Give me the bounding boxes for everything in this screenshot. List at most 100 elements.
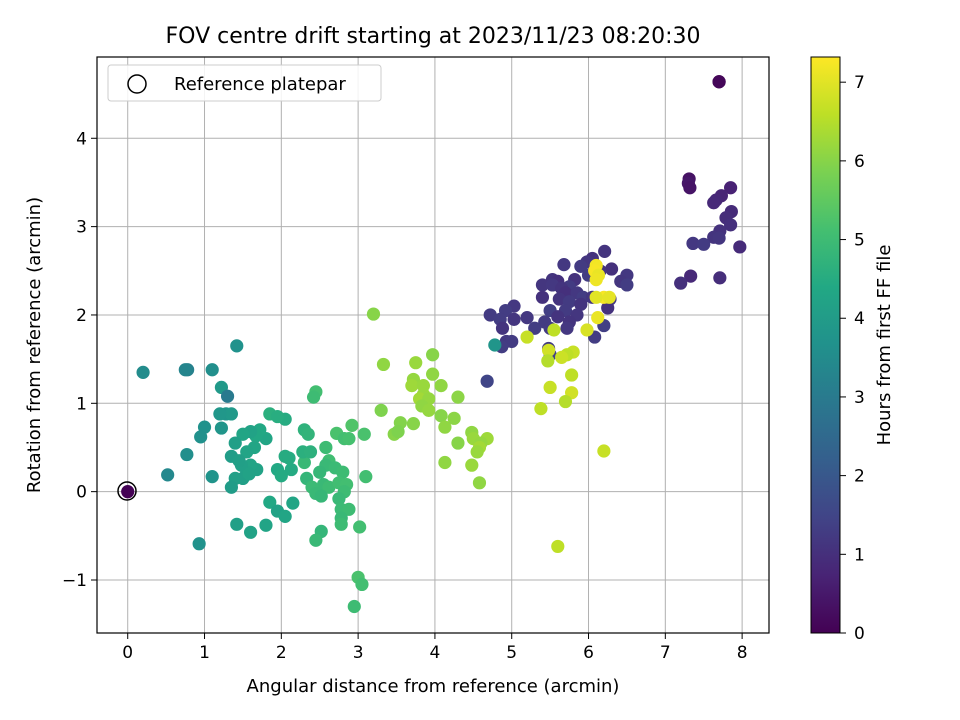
data-point <box>465 458 479 472</box>
data-point <box>342 432 356 446</box>
data-point <box>136 365 150 379</box>
data-point <box>391 424 405 439</box>
data-point <box>683 181 697 195</box>
data-point <box>574 297 588 311</box>
data-point <box>359 470 373 484</box>
data-point <box>434 409 448 423</box>
colorbar-tick-label: 2 <box>854 467 865 487</box>
data-point <box>224 480 238 494</box>
colorbar-tick-label: 4 <box>854 309 865 329</box>
y-tick-label: 3 <box>76 218 87 238</box>
x-tick-label: 3 <box>353 643 364 663</box>
colorbar-tick-label: 6 <box>854 152 865 172</box>
legend: Reference platepar <box>107 64 382 102</box>
legend-box <box>107 64 382 102</box>
data-point <box>230 517 244 531</box>
data-point <box>345 418 359 432</box>
colorbar: 0 1 2 3 4 5 6 7 Hours from first FF file <box>810 56 895 644</box>
chart-title: FOV centre drift starting at 2023/11/23 … <box>166 24 701 49</box>
data-point <box>507 312 521 326</box>
data-point <box>574 259 588 273</box>
data-point <box>604 262 619 276</box>
data-point <box>535 290 550 304</box>
x-axis-ticks: 0 1 2 3 4 5 6 7 8 <box>122 633 748 663</box>
data-point <box>270 409 285 424</box>
data-point <box>353 520 367 534</box>
data-point <box>194 430 208 444</box>
data-point <box>220 389 235 403</box>
data-point <box>547 323 561 337</box>
data-point <box>597 444 611 458</box>
data-point <box>230 339 244 353</box>
data-point <box>480 374 494 388</box>
data-point <box>374 403 388 417</box>
data-point <box>376 357 391 372</box>
data-point <box>263 495 277 509</box>
data-point <box>488 338 502 352</box>
data-point <box>684 269 698 283</box>
data-point <box>483 308 497 322</box>
data-point <box>406 417 421 431</box>
data-point <box>565 368 579 382</box>
data-point <box>334 517 348 531</box>
data-point <box>240 445 254 459</box>
x-tick-label: 4 <box>430 643 441 663</box>
data-point <box>713 271 727 285</box>
data-point <box>244 525 258 539</box>
data-point <box>438 455 452 470</box>
data-point <box>724 218 738 232</box>
data-point <box>192 537 206 551</box>
x-tick-label: 7 <box>660 643 671 663</box>
data-point <box>520 330 534 344</box>
data-point <box>322 480 336 494</box>
data-point <box>541 343 556 357</box>
x-tick-label: 6 <box>583 643 594 663</box>
data-point <box>259 518 273 532</box>
data-point <box>541 354 555 368</box>
data-point <box>319 440 333 455</box>
reference-marker <box>117 481 137 501</box>
data-point <box>555 350 569 364</box>
data-point <box>447 411 461 425</box>
data-point <box>355 577 369 592</box>
data-point <box>451 436 465 450</box>
plot-frame <box>96 56 770 634</box>
data-point <box>161 468 175 482</box>
data-point <box>686 236 700 251</box>
data-point <box>733 240 747 254</box>
data-point <box>520 311 534 325</box>
data-point <box>332 492 346 506</box>
colorbar-tick-label: 7 <box>854 73 865 93</box>
data-point <box>620 278 634 292</box>
data-point <box>434 379 448 393</box>
legend-label: Reference platepar <box>174 74 346 95</box>
data-point <box>601 301 615 315</box>
colorbar-ticks: 0 1 2 3 4 5 6 7 <box>840 73 865 644</box>
colorbar-label: Hours from first FF file <box>874 245 895 446</box>
data-point <box>242 467 256 481</box>
data-point <box>274 469 288 483</box>
data-point <box>309 533 323 547</box>
data-point <box>313 465 327 479</box>
data-point <box>535 278 550 292</box>
data-point <box>366 307 381 321</box>
data-point <box>205 470 219 484</box>
y-tick-label: 0 <box>76 483 87 503</box>
data-point <box>236 427 250 441</box>
x-axis-label: Angular distance from reference (arcmin) <box>247 676 620 697</box>
x-tick-label: 1 <box>199 643 210 663</box>
data-point <box>472 476 487 490</box>
data-point <box>451 390 465 404</box>
data-point <box>205 363 219 377</box>
data-point <box>438 420 452 434</box>
data-point <box>589 273 603 287</box>
x-tick-label: 2 <box>276 643 287 663</box>
y-tick-label: 2 <box>76 306 87 326</box>
data-point <box>405 379 419 393</box>
data-point <box>560 321 574 335</box>
data-point <box>303 445 318 459</box>
data-point <box>282 451 296 465</box>
data-point <box>589 290 603 304</box>
data-point <box>598 244 612 258</box>
